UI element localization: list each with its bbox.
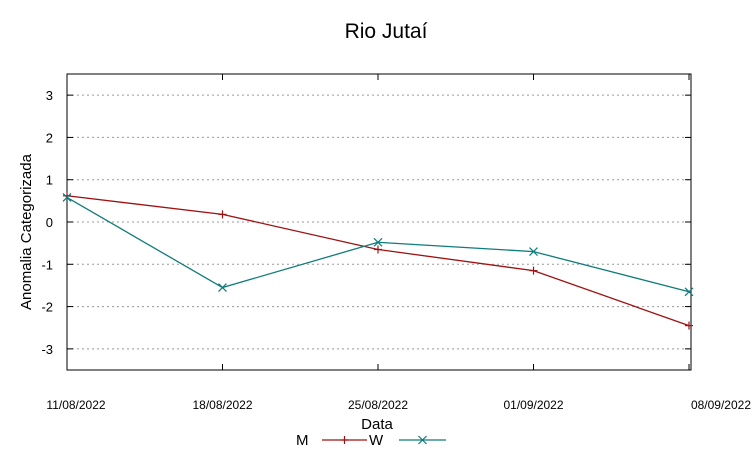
legend-label-w: W xyxy=(369,432,384,449)
point-m xyxy=(218,210,227,219)
x-tick-label: 11/08/2022 xyxy=(46,398,105,412)
grid-lines xyxy=(67,94,691,350)
y-tick-label: 2 xyxy=(46,130,53,145)
legend-marker-m xyxy=(340,436,349,444)
point-m xyxy=(529,266,538,275)
legend-marker-w xyxy=(418,435,427,445)
x-axis-ticks: 11/08/2022 18/08/2022 25/08/2022 01/09/2022… xyxy=(46,74,751,412)
point-m xyxy=(63,191,71,200)
series-group xyxy=(62,191,694,330)
y-tick-label: 1 xyxy=(46,173,53,188)
y-tick-label: 0 xyxy=(46,215,53,230)
series-line-w xyxy=(66,196,690,293)
point-m xyxy=(685,321,693,330)
legend-label-m: M xyxy=(296,432,309,449)
y-tick-label: -3 xyxy=(41,342,53,357)
y-tick-label: -1 xyxy=(41,257,53,272)
y-axis-ticks: 3 2 1 0 -1 -2 -3 xyxy=(41,88,691,357)
point-w xyxy=(529,247,538,257)
x-tick-label: 08/09/2022 xyxy=(691,398,751,412)
y-tick-label: -2 xyxy=(41,300,53,315)
point-w xyxy=(218,283,227,292)
x-axis-label: Data xyxy=(361,416,393,433)
point-m xyxy=(374,245,382,254)
x-tick-label: 01/09/2022 xyxy=(503,398,563,412)
y-axis-label: Anomalia Categorizada xyxy=(18,153,35,310)
x-tick-label: 25/08/2022 xyxy=(348,398,408,412)
point-w xyxy=(684,287,694,297)
chart-title: Rio Jutaí xyxy=(345,20,428,43)
x-tick-label: 18/08/2022 xyxy=(192,398,252,412)
point-w xyxy=(62,193,72,202)
point-w xyxy=(373,237,383,247)
y-tick-label: 3 xyxy=(46,88,53,103)
